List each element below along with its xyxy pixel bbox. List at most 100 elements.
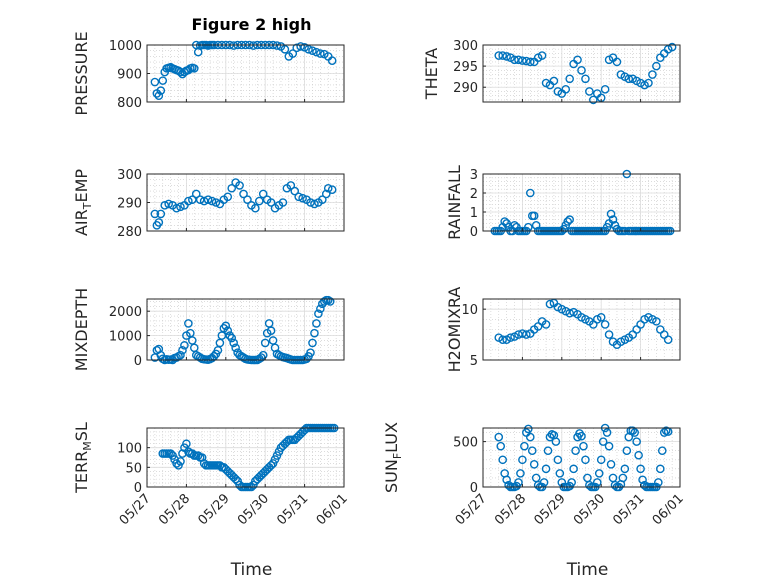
- data-point: [654, 478, 663, 487]
- data-point: [278, 198, 288, 207]
- axes-box: [482, 298, 681, 361]
- data-point: [620, 464, 630, 474]
- data-point: [537, 51, 547, 60]
- data-point: [321, 189, 331, 199]
- data-point: [308, 338, 317, 348]
- x-tick-label: 06/01: [314, 491, 351, 528]
- subplot-5: 0 1000 2000 MIXDEPTH: [72, 288, 345, 371]
- data-point: [231, 474, 240, 484]
- data-point: [506, 333, 515, 342]
- data-point: [182, 439, 191, 449]
- axes-box: [482, 173, 681, 232]
- y-axis-label-part: EMP: [72, 169, 91, 203]
- data-point: [628, 426, 638, 436]
- data-point: [286, 181, 296, 190]
- data-point: [510, 55, 519, 65]
- data-point: [260, 338, 270, 348]
- y-tick-label: 290: [117, 197, 142, 212]
- data-point: [221, 321, 231, 331]
- data-point: [258, 350, 268, 360]
- data-point: [500, 217, 509, 226]
- data-point: [249, 41, 258, 50]
- data-point: [494, 51, 504, 60]
- data-point: [298, 193, 307, 203]
- data-point: [600, 85, 610, 94]
- data-point: [184, 319, 193, 328]
- axes-box: [482, 427, 681, 488]
- data-point: [531, 220, 541, 230]
- data-point: [522, 56, 531, 66]
- data-point: [567, 478, 576, 487]
- data-point: [243, 195, 252, 204]
- data-point: [577, 66, 586, 75]
- data-point: [553, 455, 563, 465]
- y-axis-label-part: AIR: [72, 209, 91, 236]
- data-point: [525, 188, 535, 198]
- data-point: [549, 76, 559, 86]
- data-point: [156, 209, 166, 219]
- data-point: [314, 309, 323, 318]
- data-point: [518, 455, 527, 465]
- data-point: [563, 217, 573, 226]
- y-axis-label-part: H2OMIXRA: [445, 287, 464, 373]
- data-point: [652, 317, 661, 326]
- y-tick-label: 300: [117, 168, 142, 183]
- y-axis-label-part: SL: [72, 422, 91, 441]
- data-point: [525, 432, 535, 442]
- data-point: [498, 335, 508, 344]
- y-tick-label: 500: [453, 436, 478, 451]
- data-point: [529, 211, 539, 221]
- series-markers: [158, 423, 339, 492]
- data-point: [312, 47, 321, 57]
- data-point: [638, 475, 647, 485]
- data-point: [520, 441, 529, 451]
- data-point: [602, 428, 612, 437]
- data-point: [176, 67, 185, 77]
- data-point: [581, 455, 590, 465]
- data-point: [541, 320, 551, 329]
- data-point: [596, 455, 606, 465]
- y-tick-label: 1000: [109, 330, 142, 345]
- data-point: [223, 326, 233, 336]
- data-point: [203, 195, 213, 204]
- data-point: [610, 480, 620, 490]
- data-point: [272, 41, 282, 50]
- data-point: [624, 74, 634, 84]
- data-point: [555, 469, 565, 478]
- data-point: [308, 46, 317, 56]
- chart-title: Figure 2 high: [192, 15, 312, 34]
- data-point: [266, 198, 276, 207]
- data-point: [207, 196, 217, 206]
- y-tick-label: 50: [125, 461, 142, 476]
- subplot-3: 280 290 300 AIRTEMP: [72, 168, 345, 240]
- y-axis-label: RAINFALL: [445, 165, 464, 240]
- data-point: [229, 338, 238, 348]
- subplot-2: 290 295 300 THETA: [422, 39, 681, 105]
- data-point: [634, 450, 643, 460]
- data-point: [667, 42, 677, 52]
- y-tick-label: 1000: [109, 39, 142, 54]
- x-tick-label: 05/30: [571, 491, 608, 528]
- data-point: [644, 78, 653, 88]
- y-axis-label-part: TERR: [72, 451, 91, 494]
- y-axis-label-subscript: M: [81, 441, 94, 451]
- data-point: [225, 331, 235, 340]
- plot-area: [147, 428, 344, 487]
- y-tick-label: 290: [453, 81, 478, 96]
- x-tick-label: 05/30: [235, 491, 272, 528]
- data-point: [189, 64, 199, 73]
- data-point: [290, 186, 300, 196]
- data-point: [565, 308, 574, 318]
- data-point: [158, 76, 168, 85]
- data-point: [197, 453, 207, 462]
- data-point: [166, 449, 175, 458]
- y-axis-label-part: PRESSURE: [72, 31, 91, 115]
- data-point: [312, 319, 321, 328]
- data-point: [604, 441, 614, 451]
- data-point: [494, 432, 504, 442]
- data-point: [502, 475, 511, 485]
- x-tick-label: 05/29: [196, 491, 233, 528]
- data-point: [514, 478, 523, 487]
- y-tick-label: 2000: [109, 305, 142, 320]
